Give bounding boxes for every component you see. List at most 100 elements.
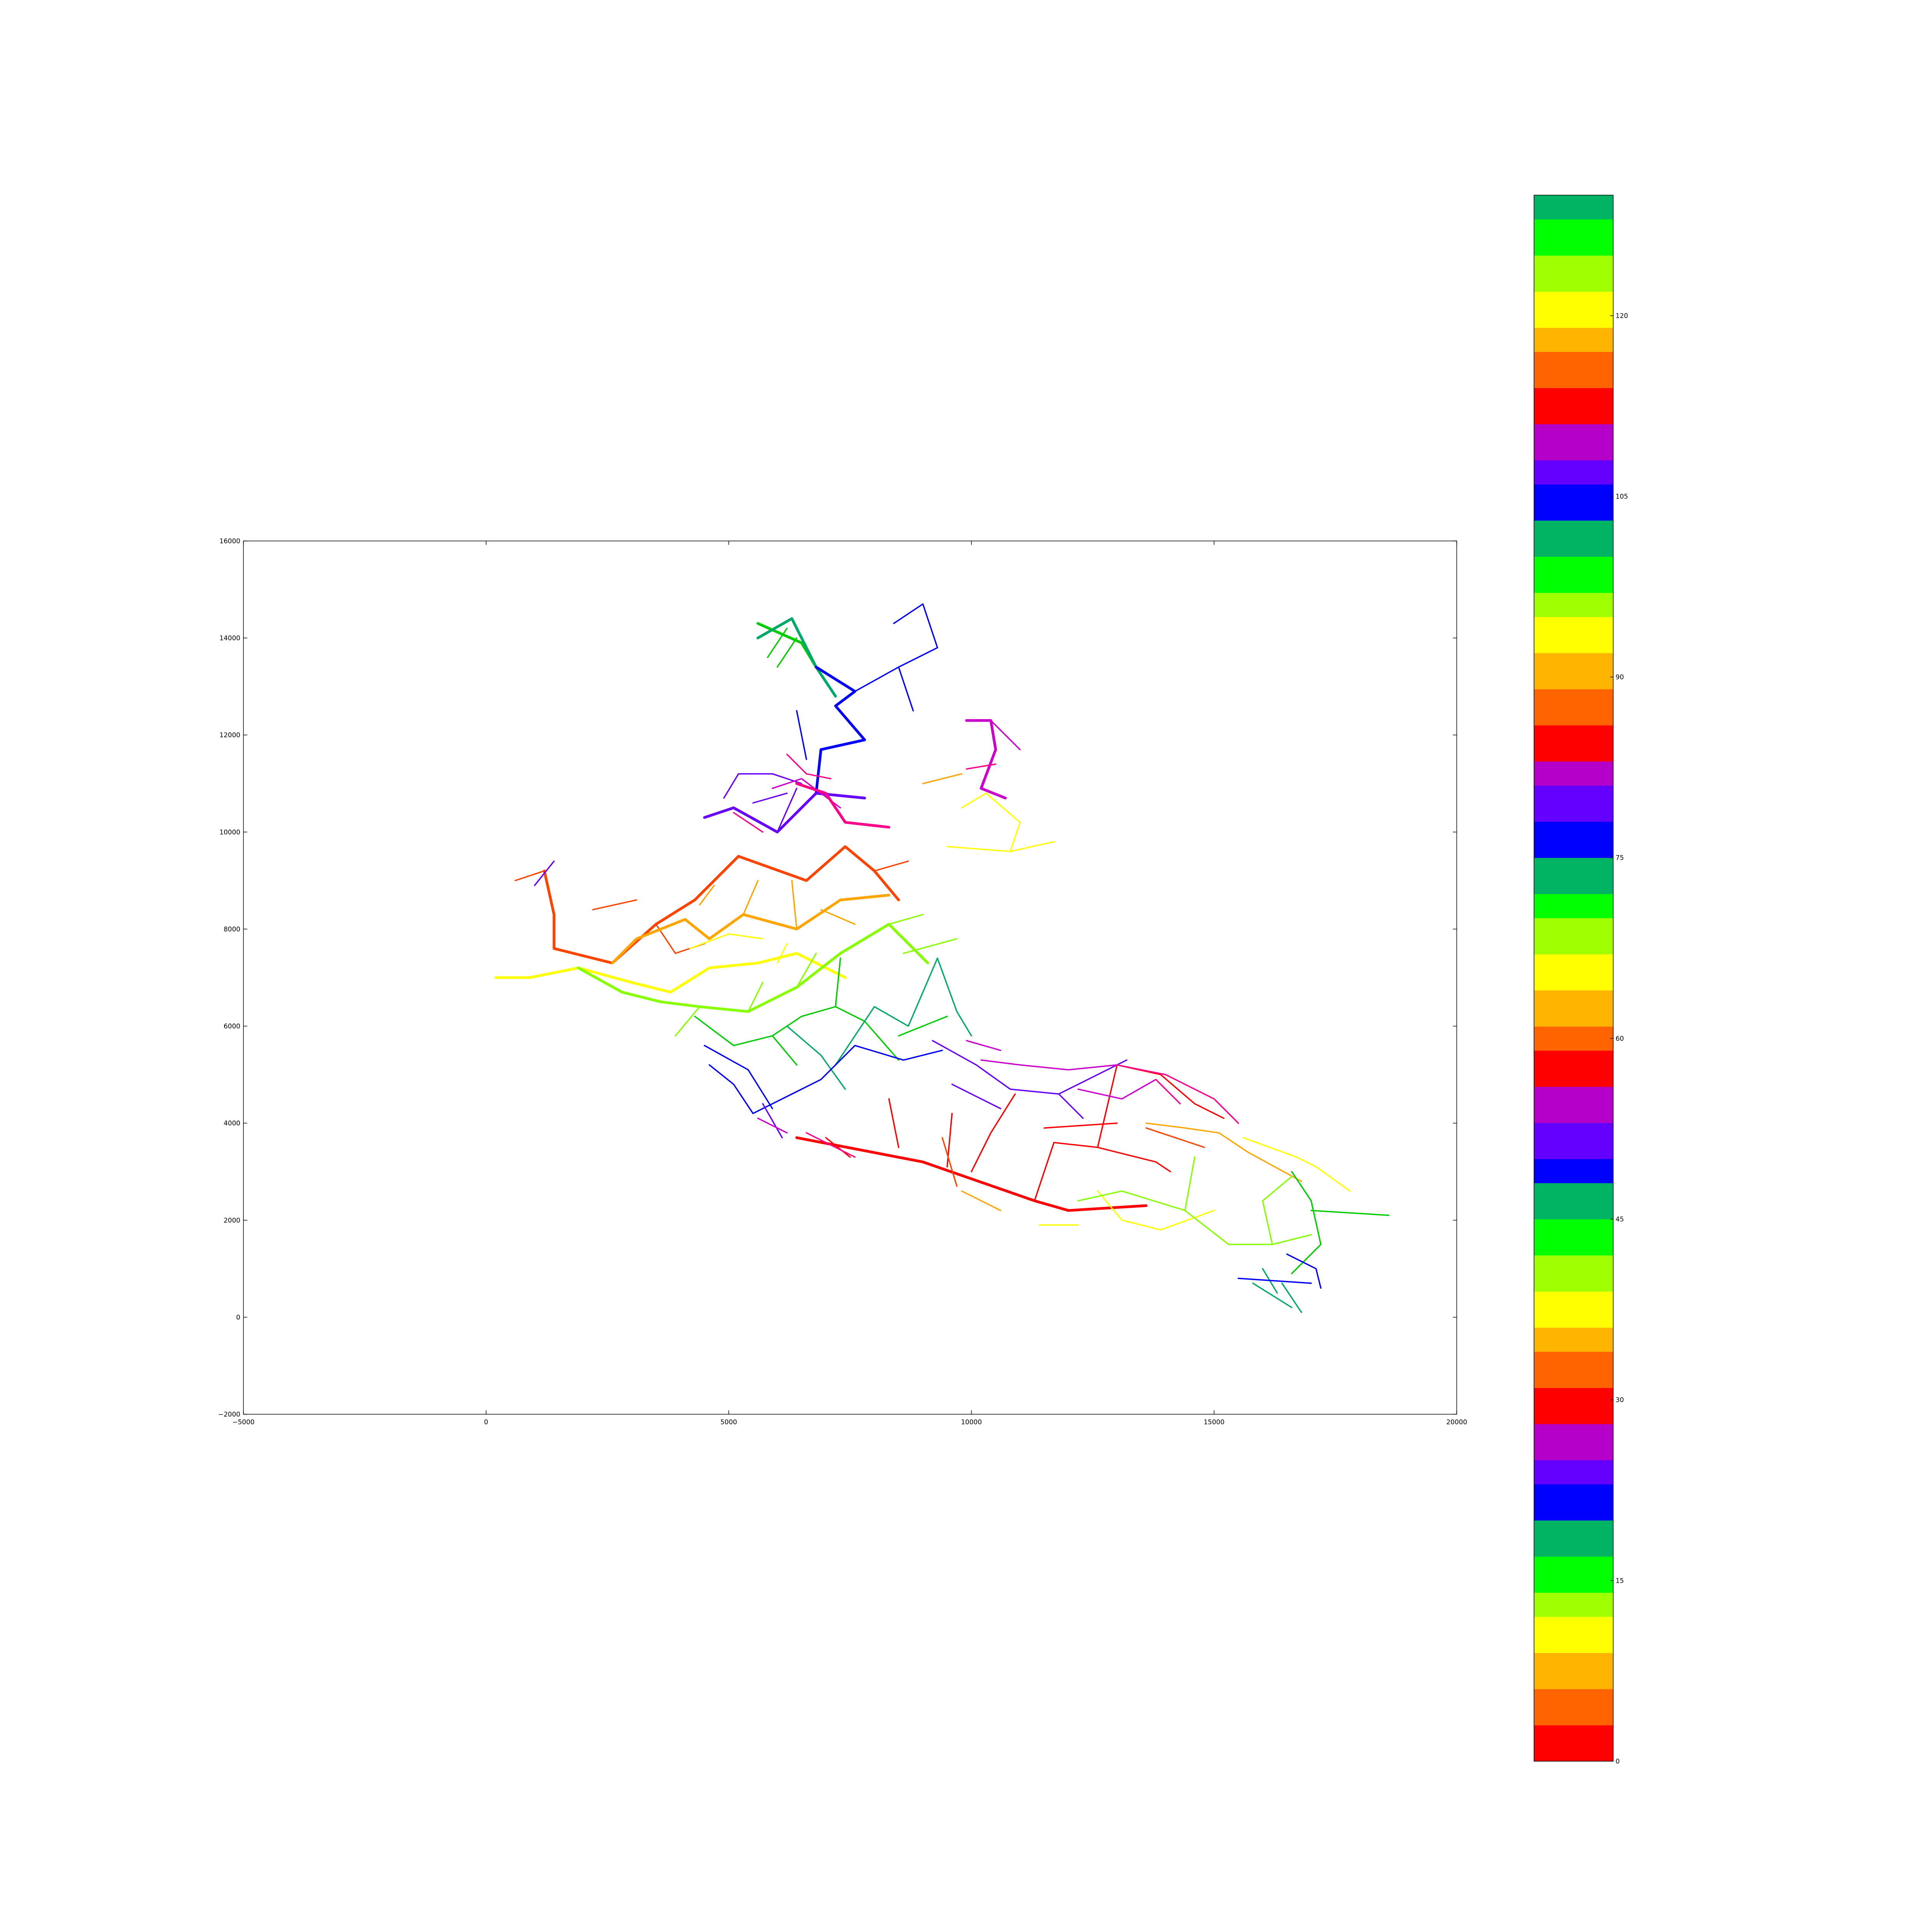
series-5 <box>611 773 1302 1211</box>
road-path <box>966 763 997 770</box>
colorbar-band <box>1534 556 1613 569</box>
colorbar-band <box>1534 231 1613 244</box>
colorbar-band <box>1534 412 1613 424</box>
colorbar-band <box>1534 1653 1613 1665</box>
colorbar-band <box>1534 1737 1613 1750</box>
colorbar-band <box>1534 484 1613 497</box>
colorbar-band <box>1534 1351 1613 1364</box>
colorbar-tick-label: 45 <box>1616 1216 1624 1223</box>
colorbar-band <box>1534 737 1613 750</box>
road-path <box>534 860 555 886</box>
road-path <box>932 1040 1128 1095</box>
road-path <box>796 952 817 988</box>
colorbar-band <box>1534 1592 1613 1605</box>
road-path <box>772 1035 798 1066</box>
y-tick-label: 14000 <box>219 634 240 642</box>
colorbar-band <box>1534 520 1613 533</box>
colorbar-band <box>1534 219 1613 232</box>
road-path <box>820 1045 943 1080</box>
y-tick-label: −2000 <box>218 1411 240 1418</box>
road-path <box>757 1117 788 1134</box>
colorbar-band <box>1534 1026 1613 1039</box>
colorbar-band <box>1534 810 1613 822</box>
colorbar-band <box>1534 364 1613 376</box>
road-path <box>1077 1078 1157 1100</box>
colorbar-band <box>1534 532 1613 545</box>
road-path <box>1077 1190 1312 1245</box>
colorbar-band <box>1534 327 1613 340</box>
road-path <box>888 1098 900 1148</box>
colorbar-band <box>1534 1677 1613 1689</box>
y-tick-label: 12000 <box>219 731 240 739</box>
colorbar-band <box>1534 689 1613 702</box>
series-13 <box>756 617 1302 1313</box>
colorbar-band <box>1534 1291 1613 1304</box>
colorbar-band <box>1534 1532 1613 1545</box>
colorbar-band <box>1534 388 1613 400</box>
colorbar-tick-label: 120 <box>1616 312 1628 320</box>
road-path <box>951 1083 1002 1109</box>
road-path <box>1058 1093 1084 1119</box>
colorbar-band <box>1534 930 1613 942</box>
colorbar-band <box>1534 833 1613 846</box>
colorbar-band <box>1534 725 1613 738</box>
colorbar-band <box>1534 1171 1613 1184</box>
road-path <box>898 1015 948 1037</box>
colorbar-band <box>1534 857 1613 870</box>
colorbar-band <box>1534 1279 1613 1292</box>
colorbar-band <box>1534 1641 1613 1653</box>
colorbar-band <box>1534 1267 1613 1280</box>
series-17 <box>534 773 1128 1139</box>
colorbar-band <box>1534 580 1613 593</box>
road-path <box>776 637 798 668</box>
colorbar-band <box>1534 279 1613 292</box>
colorbar-band <box>1534 1376 1613 1388</box>
road-path <box>946 793 1021 852</box>
colorbar-band <box>1534 821 1613 834</box>
colorbar-band <box>1534 376 1613 388</box>
colorbar-band <box>1534 1665 1613 1677</box>
colorbar-band <box>1534 918 1613 930</box>
road-path <box>1043 1122 1118 1129</box>
road-path <box>888 914 924 925</box>
colorbar-band <box>1534 653 1613 665</box>
colorbar-band <box>1534 1183 1613 1196</box>
road-path <box>941 1137 958 1187</box>
road-path <box>835 957 841 1008</box>
road-path <box>733 812 764 833</box>
colorbar-band <box>1534 460 1613 473</box>
colorbar-band <box>1534 797 1613 810</box>
colorbar-band <box>1534 1014 1613 1027</box>
colorbar-band <box>1534 472 1613 485</box>
colorbar-tick-label: 75 <box>1616 854 1624 862</box>
road-path <box>752 793 788 804</box>
colorbar-band <box>1534 340 1613 352</box>
colorbar-ticks: 0 15 30 45 60 75 90 105 120 <box>1610 312 1628 1765</box>
road-path <box>1310 1209 1389 1216</box>
colorbar-band <box>1534 1436 1613 1448</box>
x-tick-label: 0 <box>484 1418 488 1426</box>
x-tick-label: 15000 <box>1204 1418 1225 1426</box>
x-tick-label: 5000 <box>720 1418 737 1426</box>
x-tick-label: −5000 <box>232 1418 255 1426</box>
road-path <box>611 894 890 964</box>
colorbar-band <box>1534 592 1613 605</box>
road-path <box>786 753 832 779</box>
road-path <box>990 719 1021 750</box>
colorbar-band <box>1534 990 1613 1003</box>
series-7 <box>494 793 1351 1231</box>
colorbar-band <box>1534 942 1613 954</box>
colorbar-tick-label: 15 <box>1616 1577 1624 1585</box>
colorbar-band <box>1534 195 1613 207</box>
road-path <box>747 981 764 1012</box>
colorbar-band <box>1534 1255 1613 1268</box>
colorbar-band <box>1534 400 1613 412</box>
colorbar-band <box>1534 1520 1613 1533</box>
road-path <box>1262 1176 1293 1245</box>
road-path <box>756 617 837 698</box>
road-path <box>874 860 909 872</box>
colorbar-band <box>1534 1159 1613 1171</box>
colorbar-band <box>1534 1701 1613 1713</box>
colorbar-band <box>1534 291 1613 304</box>
colorbar-band <box>1534 978 1613 991</box>
